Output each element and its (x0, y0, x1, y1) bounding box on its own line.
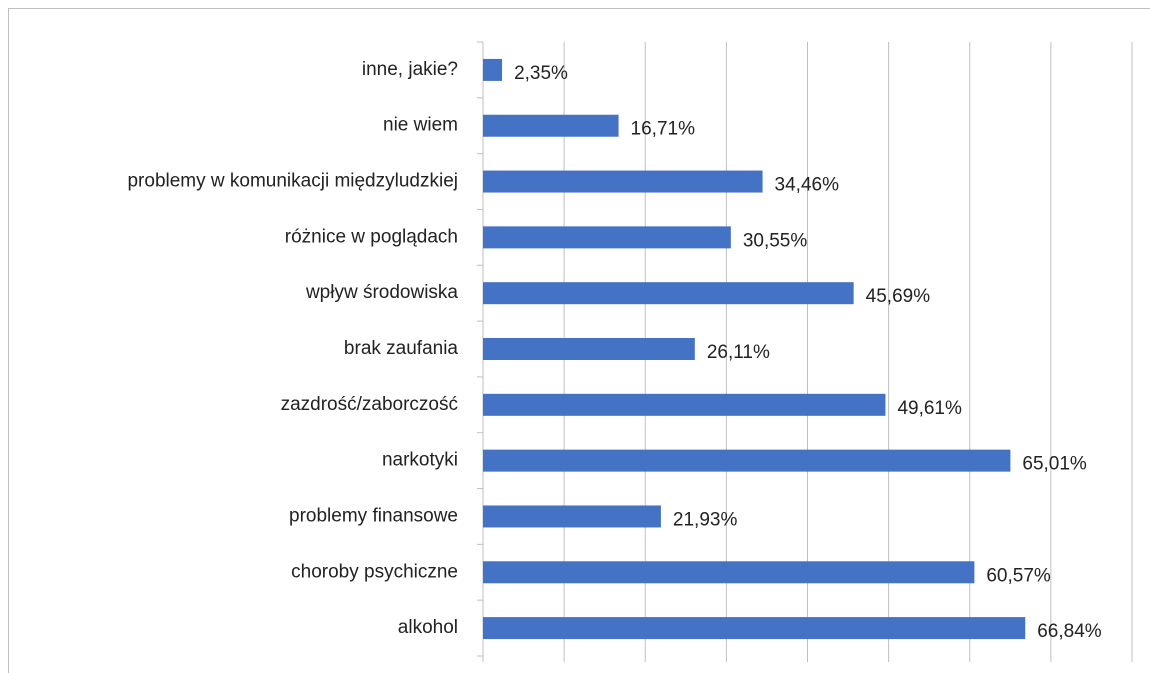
bar (483, 561, 975, 584)
chart-frame (8, 8, 1150, 673)
bar (483, 505, 661, 528)
bar (483, 449, 1011, 472)
y-tick-label: alkohol (398, 617, 458, 638)
data-label: 49,61% (897, 398, 962, 419)
data-label: 60,57% (986, 565, 1051, 586)
bar (483, 393, 886, 416)
data-label: 65,01% (1022, 454, 1087, 475)
bar (483, 226, 731, 249)
data-label: 30,55% (743, 230, 808, 251)
y-tick-label: wpływ środowiska (305, 282, 458, 303)
bar (483, 282, 854, 305)
data-label: 16,71% (631, 119, 696, 140)
y-tick-label: narkotyki (382, 450, 458, 471)
data-label: 66,84% (1037, 621, 1102, 642)
y-tick-label: nie wiem (383, 115, 458, 136)
y-tick-label: problemy w komunikacji międzyludzkiej (127, 171, 458, 192)
y-tick-label: zazdrość/zaborczość (281, 394, 458, 415)
data-label: 45,69% (866, 286, 931, 307)
y-tick-label: brak zaufania (344, 338, 459, 359)
y-tick-label: problemy finansowe (289, 505, 458, 526)
bar (483, 58, 503, 81)
data-label: 21,93% (673, 509, 738, 530)
bar (483, 170, 763, 193)
data-label: 34,46% (775, 175, 840, 196)
y-tick-label: różnice w poglądach (285, 226, 458, 247)
y-tick-label: choroby psychiczne (291, 561, 458, 582)
y-tick-label: inne, jakie? (362, 59, 458, 80)
data-label: 2,35% (514, 63, 568, 84)
bar (483, 338, 695, 360)
bar (483, 617, 1026, 640)
bar (483, 114, 619, 137)
data-label: 26,11% (707, 342, 770, 363)
